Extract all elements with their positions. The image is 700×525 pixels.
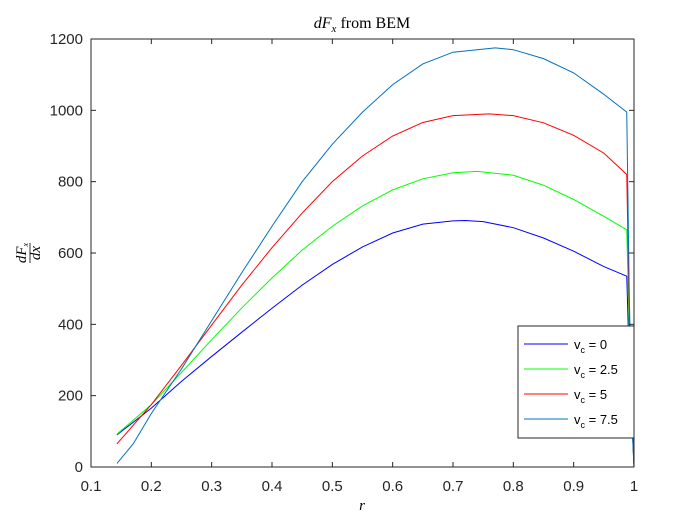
y-tick-label: 1000 — [50, 102, 83, 119]
x-tick-label: 0.3 — [201, 478, 222, 495]
x-tick-label: 0.8 — [503, 478, 524, 495]
series-line-3 — [116, 113, 635, 468]
legend: vc = 0 vc = 2.5 vc = 5 vc = 7.5 — [517, 325, 635, 439]
y-tick-label: 800 — [58, 174, 83, 191]
series-line-2 — [116, 170, 635, 468]
legend-box — [517, 325, 635, 439]
chart-title: dFx from BEM — [314, 15, 410, 35]
legend-label: vc = 0 — [574, 337, 607, 355]
legend-label: vc = 2.5 — [574, 362, 618, 380]
y-tick-label: 200 — [58, 388, 83, 405]
x-tick-label: 0.6 — [382, 478, 403, 495]
y-tick-label: 1200 — [50, 31, 83, 48]
series-layer — [116, 47, 635, 468]
x-tick-label: 0.9 — [563, 478, 584, 495]
y-axis-label: dFx dx — [14, 242, 44, 263]
y-tick-label: 0 — [75, 459, 83, 476]
svg-text:dFx: dFx — [14, 242, 30, 263]
x-tick-label: 0.2 — [141, 478, 162, 495]
x-axis: 0.1 0.2 0.3 0.4 0.5 0.6 0.7 0.8 0.9 1 — [81, 39, 638, 495]
x-tick-label: 0.7 — [443, 478, 464, 495]
x-tick-label: 0.1 — [81, 478, 102, 495]
x-tick-label: 1 — [630, 478, 638, 495]
legend-label: vc = 5 — [574, 387, 607, 405]
x-tick-label: 0.5 — [322, 478, 343, 495]
svg-text:dx: dx — [28, 246, 44, 261]
series-line-1 — [116, 220, 635, 468]
series-line-4 — [116, 47, 635, 468]
x-axis-label: r — [359, 498, 365, 514]
legend-label: vc = 7.5 — [574, 412, 618, 430]
x-tick-label: 0.4 — [262, 478, 283, 495]
y-axis: 0 200 400 600 800 1000 1200 — [50, 31, 634, 476]
y-tick-label: 400 — [58, 316, 83, 333]
y-tick-label: 600 — [58, 245, 83, 262]
